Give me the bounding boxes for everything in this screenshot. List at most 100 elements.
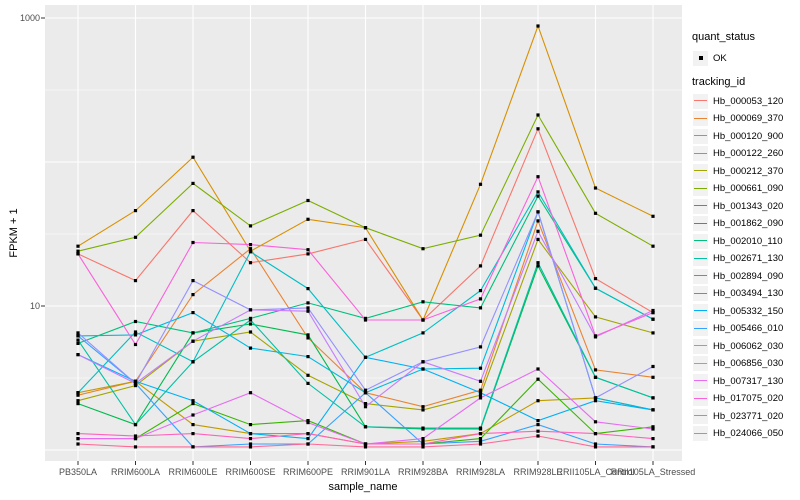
legend-item-label: Hb_007317_130 [713,375,784,387]
data-point [536,229,540,233]
legend-line-swatch [694,170,707,171]
legend-item-label: Hb_006856_030 [713,358,784,369]
data-point [76,393,80,397]
data-point [593,399,598,403]
data-point [421,439,425,443]
data-point [651,244,655,248]
data-point [536,429,540,433]
legend-item-Hb_017075_020: Hb_017075_020 [693,391,783,407]
legend-item-label: Hb_006062_030 [713,340,784,352]
data-point [363,391,368,395]
data-point [133,381,138,385]
data-point [536,377,540,381]
data-point [651,375,655,379]
x-tick-label-PB350LA: PB350LA [58,467,98,477]
data-point [248,261,253,265]
data-point [133,330,138,334]
data-point [248,250,253,254]
data-point [536,219,540,223]
legend-key-box [693,146,708,161]
data-point [478,437,483,441]
legend-line-swatch [694,257,707,259]
data-point [306,355,310,359]
legend-key-box [693,373,708,389]
data-point [651,311,655,315]
data-point [593,368,598,372]
data-point [306,217,310,221]
data-point [363,445,368,449]
legend-key-box [693,338,708,354]
legend-line-swatch [694,275,707,276]
data-point [191,209,195,213]
y-tick-label-1000: 1000 [19,13,40,23]
data-point [478,439,483,443]
data-point [133,437,138,441]
data-point [363,237,368,241]
legend-line-swatch [694,135,707,136]
legend-line-swatch [694,345,707,346]
legend-line-swatch [694,362,707,364]
data-point [248,330,253,334]
data-point [593,315,598,319]
data-point [191,360,195,364]
data-point [536,237,540,241]
legend-item-label: Hb_000069_370 [713,113,784,124]
data-point [363,226,368,230]
data-point [76,244,80,248]
data-point [651,408,655,412]
legend-item-Hb_001862_090: Hb_001862_090 [693,216,783,232]
data-point [76,402,80,406]
data-point [421,445,425,449]
data-point [191,423,195,427]
legend-item-Hb_000661_090: Hb_000661_090 [693,181,783,197]
data-point [536,24,540,28]
data-point [76,391,80,395]
legend-item-Hb_002894_090: Hb_002894_090 [693,268,783,284]
data-point [478,393,483,397]
data-point [363,318,368,322]
legend-key-box [693,426,708,441]
data-point [651,317,655,321]
legend-item-Hb_002010_110: Hb_002010_110 [693,233,783,249]
data-point [191,339,195,343]
data-point [593,420,598,424]
data-point [191,402,195,406]
legend-key-box [693,391,708,406]
legend-item-Hb_023771_020: Hb_023771_020 [693,408,783,424]
data-point [306,252,310,256]
data-point [478,345,483,349]
legend-key-box [693,268,708,284]
data-point [306,248,310,252]
data-point [478,366,483,370]
data-point [306,419,310,423]
x-tick-label-RRIM928LE: RRIM928LE [513,467,563,477]
data-point [76,442,80,446]
data-point [191,279,195,283]
legend-item-Hb_000120_900: Hb_000120_900 [693,128,783,144]
legend-item-label: Hb_001343_020 [713,200,784,212]
data-point [478,306,483,310]
data-point [76,331,80,335]
legend-key-box [693,303,708,319]
legend-key-box [693,181,708,196]
legend-line-swatch [694,240,707,241]
legend-item-Hb_007317_130: Hb_007317_130 [693,373,783,389]
data-point [191,293,195,297]
data-point [191,331,195,335]
legend-line-swatch [694,222,707,224]
legend-item-label: Hb_017075_020 [713,393,784,404]
legend-key-box [693,356,708,371]
legend-item-Hb_001343_020: Hb_001343_020 [693,198,783,214]
x-tick-label-RRII105LA_Stressed: RRII105LA_Stressed [610,467,696,477]
x-tick-label-RRIM600PE: RRIM600PE [282,467,334,477]
legend-item-label: Hb_023771_020 [713,410,784,422]
data-point [536,367,540,371]
data-point [248,318,253,322]
data-point [306,437,310,441]
legend-item-label: Hb_024066_050 [713,428,784,439]
legend-line-swatch [694,117,707,119]
data-point [248,243,253,247]
legend-key-box [693,233,708,249]
x-tick-label-RRIM928LA: RRIM928LA [455,467,506,477]
x-tick-label-RRIM600LE: RRIM600LE [168,467,218,477]
